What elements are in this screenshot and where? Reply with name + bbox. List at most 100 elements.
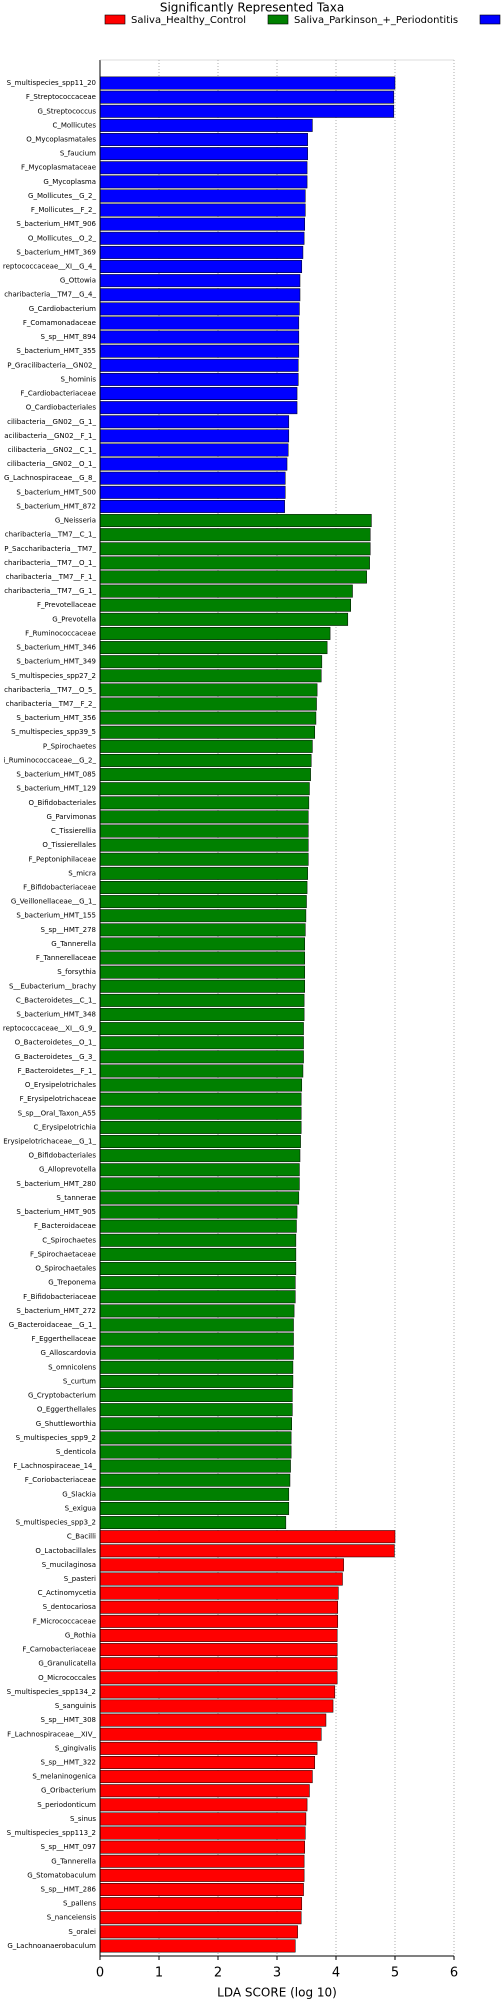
- y-tick-label: S_sp__HMT_278: [41, 926, 96, 934]
- bar: [99, 1050, 304, 1064]
- y-tick-label: S_dentocariosa: [43, 1603, 96, 1611]
- y-tick-label: S_melaninogenica: [32, 1773, 96, 1781]
- bar: [99, 217, 305, 231]
- y-tick-label: S_multispecies_spp9_2: [16, 1434, 96, 1442]
- y-tick-label: C_Spirochaetes: [42, 1236, 96, 1244]
- chart-title: Significantly Represented Taxa: [160, 1, 344, 15]
- bar: [99, 1177, 300, 1191]
- bar: [99, 1120, 302, 1134]
- bar: [99, 655, 323, 669]
- y-tick-label: F_Bifidobacteriaceae: [23, 883, 96, 891]
- bar: [99, 768, 311, 782]
- bar: [99, 1163, 300, 1177]
- bar: [99, 1741, 318, 1755]
- y-tick-label: O_Bifidobacteriales: [28, 799, 96, 807]
- bar: [99, 1290, 296, 1304]
- y-tick-label: F_Bacteroidaceae: [34, 1222, 96, 1230]
- y-tick-label: Erysipelotrichaceae__G_1_: [3, 1138, 96, 1146]
- y-tick-label: S_faucium: [60, 150, 96, 158]
- legend-label: Saliva_Healthy_Control: [131, 15, 246, 26]
- y-tick-label: S_bacterium_HMT_905: [16, 1208, 96, 1216]
- bar: [99, 937, 305, 951]
- y-tick-label: G_Treponema: [48, 1279, 96, 1287]
- bar: [99, 556, 370, 570]
- y-tick-label: O_Micrococcales: [38, 1674, 96, 1682]
- bar: [99, 1516, 287, 1530]
- y-tick-label: S__Eubacterium__brachy: [9, 982, 96, 990]
- y-tick-label: F_Coriobacteriaceae: [25, 1476, 96, 1484]
- bar: [99, 810, 309, 824]
- bar: [99, 358, 299, 372]
- bar: [99, 1939, 296, 1953]
- y-tick-label: O_Eggerthellales: [37, 1406, 96, 1414]
- y-tick-label: S_oralei: [68, 1928, 96, 1936]
- y-tick-label: charibacteria__TM7__O_1_: [4, 559, 96, 567]
- y-tick-label: S_sanguinis: [55, 1702, 97, 1710]
- y-tick-label: O_Bacteroidetes__O_1_: [15, 1039, 97, 1047]
- y-tick-label: S_bacterium_HMT_369: [16, 248, 96, 256]
- y-tick-label: S_bacterium_HMT_355: [16, 347, 96, 355]
- y-tick-label: S_multispecies_spp134_2: [7, 1688, 96, 1696]
- bar: [99, 372, 299, 386]
- y-tick-label: C_Tissierellia: [51, 827, 96, 835]
- y-tick-label: S_exigua: [65, 1504, 96, 1512]
- y-tick-label: S_denticola: [56, 1448, 96, 1456]
- y-tick-label: F_Carnobacteriaceae: [22, 1646, 96, 1654]
- y-tick-label: G_Tannerella: [51, 940, 96, 948]
- y-tick-label: G_Prevotella: [52, 615, 96, 623]
- bar: [99, 1403, 293, 1417]
- y-tick-label: F_Mycoplasmataceae: [21, 164, 96, 172]
- legend-swatch: [104, 14, 126, 25]
- bar: [99, 1389, 293, 1403]
- bar: [99, 104, 395, 118]
- bar: [99, 1473, 291, 1487]
- bar: [99, 951, 305, 965]
- bar: [99, 1318, 294, 1332]
- bar: [99, 302, 300, 316]
- y-tick-label: O_Cardiobacteriales: [26, 404, 97, 412]
- y-tick-label: G_Mollicutes__G_2_: [28, 192, 96, 200]
- bar: [99, 189, 306, 203]
- bar: [99, 1233, 297, 1247]
- bar: [99, 838, 309, 852]
- bar: [99, 76, 396, 90]
- bar: [99, 965, 305, 979]
- y-tick-label: O_Bifidobacteriales: [28, 1152, 96, 1160]
- bar: [99, 1614, 339, 1628]
- bar: [99, 1868, 305, 1882]
- bar: [99, 1106, 302, 1120]
- bar: [99, 274, 301, 288]
- bar: [99, 1247, 297, 1261]
- y-tick-label: O_Mycoplasmatales: [26, 136, 96, 144]
- y-tick-label: S_bacterium_HMT_872: [16, 502, 96, 510]
- bar: [99, 231, 305, 245]
- y-tick-label: G_Alloscardovia: [40, 1349, 96, 1357]
- y-tick-label: S_bacterium_HMT_500: [16, 488, 96, 496]
- y-tick-label: F_Erysipelotrichaceae: [20, 1095, 96, 1103]
- bar: [99, 1276, 296, 1290]
- bar: [99, 1911, 302, 1925]
- y-tick-label: reptococcaceae__XI__G_4_: [3, 263, 97, 271]
- y-tick-label: G_Oribacterium: [41, 1787, 96, 1795]
- y-tick-label: G_Slackia: [62, 1490, 96, 1498]
- y-tick-label: S_multispecies_spp11_20: [7, 79, 96, 87]
- bar: [99, 711, 317, 725]
- bar: [99, 1713, 327, 1727]
- bar: [99, 1699, 334, 1713]
- y-tick-label: S_bacterium_HMT_346: [16, 644, 96, 652]
- bar: [99, 1854, 305, 1868]
- bar: [99, 909, 307, 923]
- y-tick-label: F_Lachnospiraceae__XIV_: [7, 1730, 96, 1738]
- x-tick-label: 4: [332, 1966, 340, 1981]
- y-tick-label: S_sp__HMT_286: [41, 1885, 97, 1893]
- bar: [99, 387, 298, 400]
- x-tick-label: 3: [273, 1966, 281, 1981]
- bar: [99, 1092, 302, 1106]
- bar: [99, 1360, 294, 1374]
- y-tick-label: charibacteria__TM7__F_2_: [6, 700, 97, 708]
- y-tick-label: cilibacteria__GN02__C_1_: [8, 446, 97, 454]
- y-tick-label: charibacteria__TM7__G_4_: [4, 291, 96, 299]
- y-tick-label: cilibacteria__GN02__G_1_: [7, 418, 96, 426]
- y-tick-label: S_tannerae: [56, 1194, 96, 1202]
- bar: [99, 754, 312, 767]
